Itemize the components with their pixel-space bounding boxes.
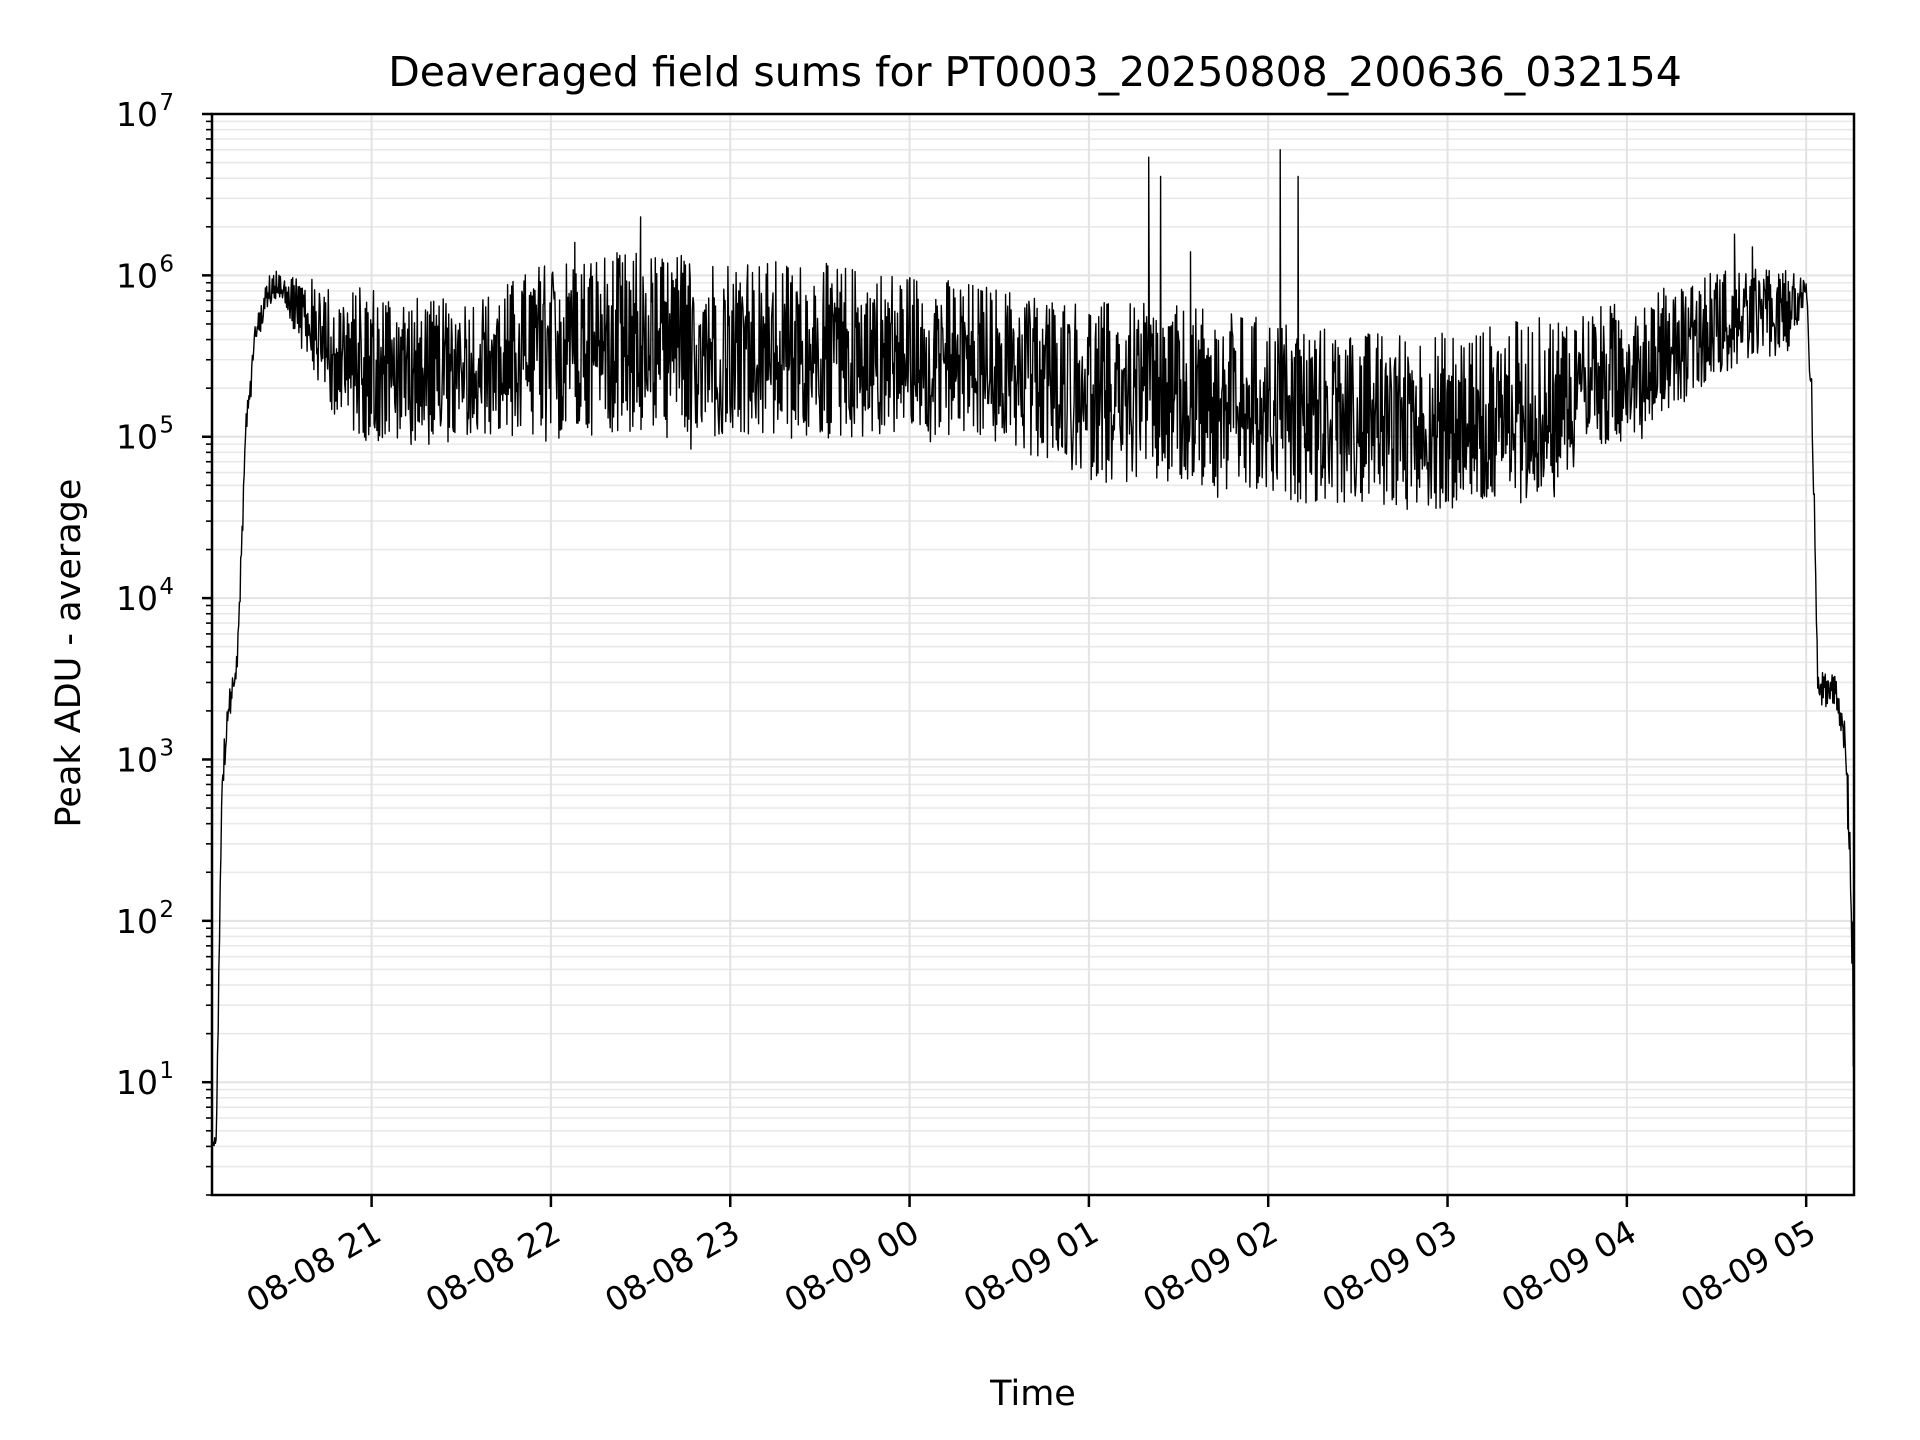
y-tick-exponent: 6 bbox=[159, 251, 174, 277]
chart-title: Deaveraged field sums for PT0003_2025080… bbox=[388, 48, 1682, 96]
grid bbox=[212, 113, 1854, 1196]
x-tick-label: 08-09 00 bbox=[778, 1212, 926, 1320]
x-tick-label: 08-08 23 bbox=[598, 1212, 746, 1320]
y-tick-exponent: 7 bbox=[159, 90, 174, 116]
y-tick-label: 10 bbox=[116, 740, 158, 779]
y-tick-exponent: 3 bbox=[159, 735, 174, 761]
x-tick-label: 08-09 01 bbox=[957, 1212, 1105, 1320]
series-line-path bbox=[211, 149, 1855, 1147]
y-tick-exponent: 4 bbox=[159, 574, 174, 600]
y-tick-label: 10 bbox=[116, 418, 158, 457]
y-tick-label: 10 bbox=[116, 579, 158, 618]
plot-frame bbox=[210, 112, 1856, 1197]
x-tick-label: 08-09 02 bbox=[1136, 1212, 1284, 1320]
y-tick-exponent: 2 bbox=[159, 897, 174, 923]
y-tick-label: 10 bbox=[116, 902, 158, 941]
x-axis-label: Time bbox=[989, 1374, 1076, 1414]
y-tick-label: 10 bbox=[116, 1063, 158, 1102]
x-tick-label: 08-08 22 bbox=[419, 1212, 567, 1320]
x-axis: 08-08 21 08-08 22 08-08 23 08-09 00 08-09 01… bbox=[240, 1195, 1822, 1320]
y-axis-label: Peak ADU - average bbox=[49, 479, 89, 828]
y-tick-label: 10 bbox=[116, 95, 158, 134]
y-tick-exponent: 5 bbox=[159, 413, 174, 439]
x-tick-label: 08-09 05 bbox=[1674, 1212, 1822, 1320]
y-tick-exponent: 1 bbox=[159, 1058, 174, 1084]
x-tick-label: 08-08 21 bbox=[240, 1212, 388, 1320]
y-tick-label: 10 bbox=[116, 256, 158, 295]
x-tick-label: 08-09 03 bbox=[1316, 1212, 1464, 1320]
x-tick-label: 08-09 04 bbox=[1495, 1212, 1643, 1320]
series-line bbox=[211, 149, 1855, 1147]
